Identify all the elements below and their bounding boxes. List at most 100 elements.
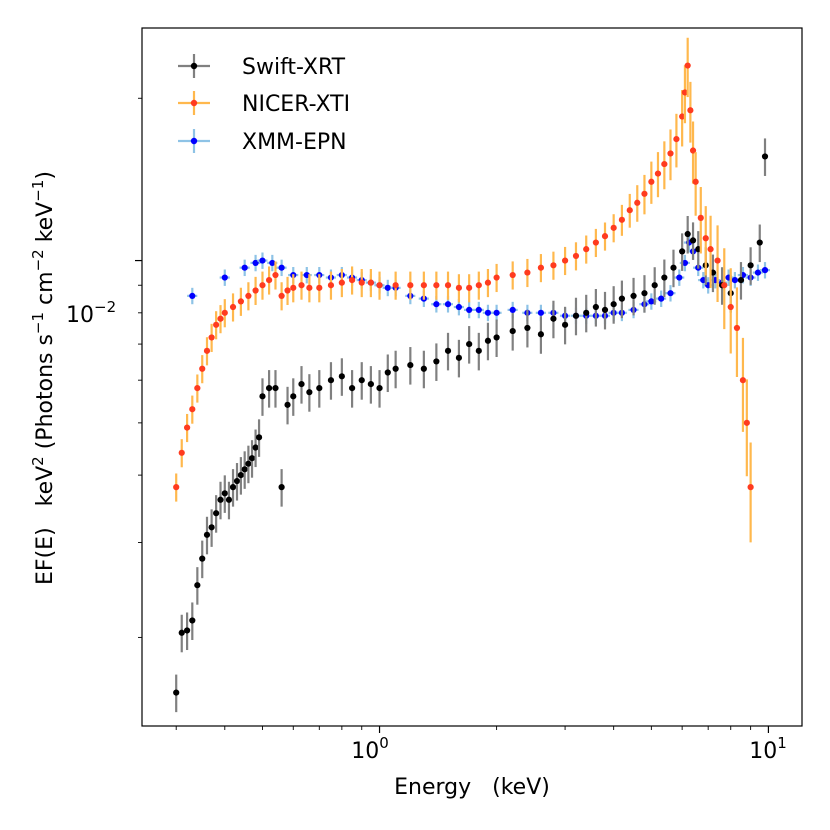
- nicer-xti-point: [290, 284, 297, 291]
- nicer-xti-point: [681, 89, 689, 96]
- nicer-xti-point: [689, 147, 697, 154]
- nicer-xti-point: [392, 282, 399, 289]
- nicer-xti-point: [298, 282, 305, 289]
- nicer-xti-point: [493, 274, 500, 281]
- nicer-xti-point: [420, 282, 427, 289]
- nicer-xti-point: [178, 449, 185, 456]
- nicer-xti-point: [484, 279, 492, 286]
- nicer-xti-point: [601, 233, 609, 240]
- swift-xrt-point: [550, 315, 557, 322]
- legend-nicer-marker: [190, 99, 198, 107]
- legend-swift-label: Swift-XRT: [242, 55, 346, 80]
- swift-xrt-point: [420, 365, 427, 372]
- nicer-xti-point: [348, 276, 356, 284]
- legend-xmm-label: XMM-EPN: [242, 130, 347, 155]
- swift-xrt-point: [433, 358, 440, 365]
- nicer-xti-point: [221, 309, 228, 316]
- swift-xrt-point: [641, 290, 648, 297]
- swift-xrt-point: [348, 385, 356, 392]
- swift-xrt-point: [245, 460, 252, 467]
- swift-xrt-point: [651, 282, 658, 289]
- xmm-epn-point: [475, 306, 482, 314]
- legend-nicer-label: NICER-XTI: [242, 92, 350, 117]
- xmm-epn-point: [433, 301, 440, 308]
- nicer-xti-point: [747, 484, 754, 491]
- nicer-xti-point: [407, 282, 414, 289]
- nicer-xti-point: [692, 178, 699, 185]
- swift-xrt-point: [679, 248, 686, 255]
- legend-entry-nicer-xti: NICER-XTI: [178, 91, 350, 117]
- nicer-xti-point: [561, 257, 569, 264]
- x-tick-10-exponent: 1: [777, 734, 787, 752]
- y-tick-exponent: −2: [94, 298, 116, 316]
- y-label-sup-m1b: −1: [29, 180, 47, 202]
- nicer-xti-point: [721, 282, 728, 289]
- swift-xrt-point: [237, 472, 244, 479]
- swift-xrt-point: [233, 477, 241, 485]
- nicer-xti-point: [687, 107, 694, 114]
- nicer-xti-point: [217, 315, 224, 322]
- xmm-epn-point: [509, 306, 516, 314]
- nicer-xti-point: [592, 239, 599, 246]
- swift-xrt-point: [670, 264, 677, 271]
- nicer-xti-point: [284, 287, 291, 294]
- x-axis-label: Energy (keV): [394, 775, 550, 800]
- nicer-xti-point: [634, 199, 641, 206]
- nicer-xti-point: [433, 282, 440, 289]
- nicer-xti-point: [626, 207, 633, 214]
- nicer-xti-point: [707, 246, 714, 253]
- nicer-xti-point: [702, 235, 709, 242]
- nicer-xti-point: [278, 292, 285, 299]
- major-ticks: [135, 259, 770, 733]
- xmm-epn-point: [731, 276, 739, 284]
- nicer-xti-point: [194, 385, 201, 392]
- xmm-epn-point: [754, 269, 762, 276]
- swift-xrt-point: [241, 466, 248, 473]
- nicer-xti-point: [444, 282, 452, 289]
- swift-xrt-point: [537, 331, 545, 338]
- nicer-xti-point: [475, 282, 482, 289]
- nicer-xti-point: [537, 264, 545, 271]
- swift-xrt-point: [327, 377, 335, 384]
- nicer-xti-point: [189, 406, 196, 413]
- y-label-sup-2: 2: [29, 456, 47, 466]
- swift-xrt-point: [493, 334, 500, 341]
- nicer-xti-point: [316, 284, 323, 291]
- swift-xrt-point: [592, 303, 599, 311]
- swift-xrt-point: [217, 496, 224, 503]
- xmm-epn-point: [259, 257, 266, 264]
- swift-xrt-point: [358, 377, 365, 384]
- swift-xrt-point: [407, 361, 414, 369]
- nicer-xti-point: [466, 284, 473, 291]
- nicer-xti-point: [743, 419, 750, 426]
- xmm-epn-point: [455, 303, 463, 311]
- swift-xrt-point: [225, 496, 233, 503]
- xmm-epn-point: [681, 259, 689, 267]
- axes-frame: [141, 27, 803, 727]
- legend: Swift-XRT NICER-XTI XMM-EPN: [178, 54, 350, 155]
- xmm-epn-point: [252, 259, 259, 267]
- y-tick-base: 10: [66, 303, 94, 328]
- nicer-xti-point: [679, 113, 686, 120]
- nicer-xti-point: [252, 287, 259, 294]
- y-label-close-paren: ): [33, 171, 58, 180]
- nicer-xti-point: [618, 216, 626, 223]
- nicer-xti-point: [265, 276, 273, 284]
- nicer-xti-point: [184, 424, 191, 431]
- swift-xrt-point: [392, 365, 399, 372]
- swift-xrt-point: [475, 347, 482, 354]
- swift-xrt-point: [284, 401, 291, 408]
- swift-xrt-point: [756, 239, 763, 246]
- xmm-epn-point: [658, 295, 665, 302]
- nicer-xti-point: [667, 150, 674, 157]
- legend-swift-marker: [190, 62, 198, 70]
- swift-xrt-point: [583, 309, 590, 316]
- swift-xrt-point: [661, 274, 668, 281]
- swift-xrt-point: [178, 629, 185, 636]
- x-tick-label-10: 101: [749, 734, 787, 764]
- nicer-xti-point: [173, 484, 180, 491]
- xmm-epn-point: [484, 309, 492, 316]
- swift-xrt-point: [524, 324, 531, 332]
- nicer-xti-point: [673, 135, 680, 143]
